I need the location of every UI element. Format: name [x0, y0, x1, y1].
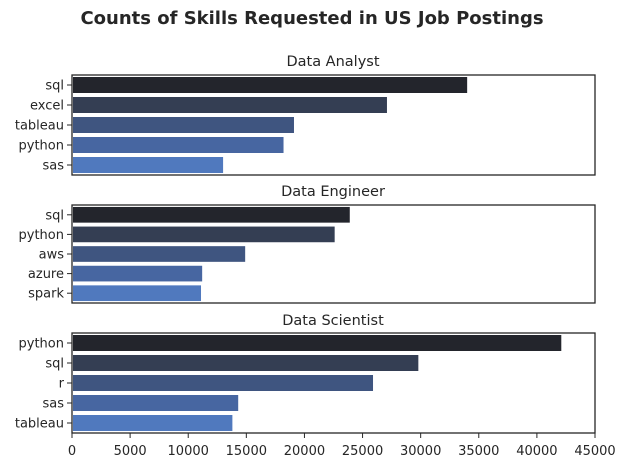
bar-data-engineer-spark [73, 285, 202, 302]
panel-data-analyst: Data Analyst sql excel tableau python sas [15, 54, 596, 176]
category-label: sas [42, 159, 64, 174]
bar-data-scientist-sql [73, 355, 419, 371]
bar-data-analyst-sql [73, 77, 468, 93]
x-tick-label: 5000 [114, 444, 147, 459]
x-tick-label: 35000 [458, 444, 499, 459]
category-label: tableau [15, 417, 64, 432]
category-label: sas [42, 397, 64, 412]
bar-data-analyst-python [73, 137, 284, 153]
panel-data-engineer: Data Engineer sql python aws azure spark [19, 184, 596, 304]
panel-title-data-engineer: Data Engineer [281, 184, 385, 200]
x-tick-label: 45000 [574, 444, 615, 459]
bars-data-analyst: sql excel tableau python sas [15, 77, 468, 174]
chart-title: Counts of Skills Requested in US Job Pos… [80, 8, 543, 29]
category-label: sql [45, 79, 64, 94]
bars-data-scientist: python sql r sas tableau [15, 335, 562, 432]
category-label: python [19, 228, 64, 243]
bar-data-analyst-sas [73, 157, 224, 173]
category-label: aws [39, 248, 65, 263]
bar-data-scientist-python [73, 335, 562, 351]
bar-data-engineer-azure [73, 265, 203, 282]
category-label: r [59, 377, 65, 392]
x-axis: 0 5000 10000 15000 20000 25000 30000 35000 40000… [68, 433, 616, 459]
category-label: excel [30, 99, 64, 114]
category-label: tableau [15, 119, 64, 134]
category-label: sql [45, 357, 64, 372]
panel-title-data-analyst: Data Analyst [286, 54, 379, 70]
category-label: python [19, 337, 64, 352]
category-label: python [19, 139, 64, 154]
bar-data-engineer-aws [73, 246, 246, 262]
panel-title-data-scientist: Data Scientist [282, 313, 384, 329]
x-tick-label: 0 [68, 444, 76, 459]
x-tick-label: 25000 [342, 444, 383, 459]
panel-data-scientist: Data Scientist python sql r sas tableau [15, 313, 596, 434]
bar-data-analyst-tableau [73, 117, 294, 133]
x-tick-label: 10000 [168, 444, 209, 459]
axes-frame-data-scientist [71, 332, 596, 434]
category-label: spark [28, 287, 64, 302]
bar-data-analyst-excel [73, 97, 387, 113]
bars-data-engineer: sql python aws azure spark [19, 206, 350, 302]
category-label: azure [28, 267, 64, 282]
bar-data-scientist-sas [73, 395, 239, 411]
x-tick-label: 30000 [400, 444, 441, 459]
x-tick-label: 40000 [516, 444, 557, 459]
category-label: sql [45, 208, 64, 223]
bar-data-engineer-python [73, 226, 335, 243]
x-tick-label: 15000 [226, 444, 267, 459]
axes-frame-data-engineer [71, 204, 596, 304]
bar-data-scientist-r [73, 375, 374, 391]
bar-data-engineer-sql [73, 206, 350, 223]
bar-data-scientist-tableau [73, 415, 233, 431]
x-tick-label: 20000 [284, 444, 325, 459]
axes-frame-data-analyst [71, 74, 596, 176]
